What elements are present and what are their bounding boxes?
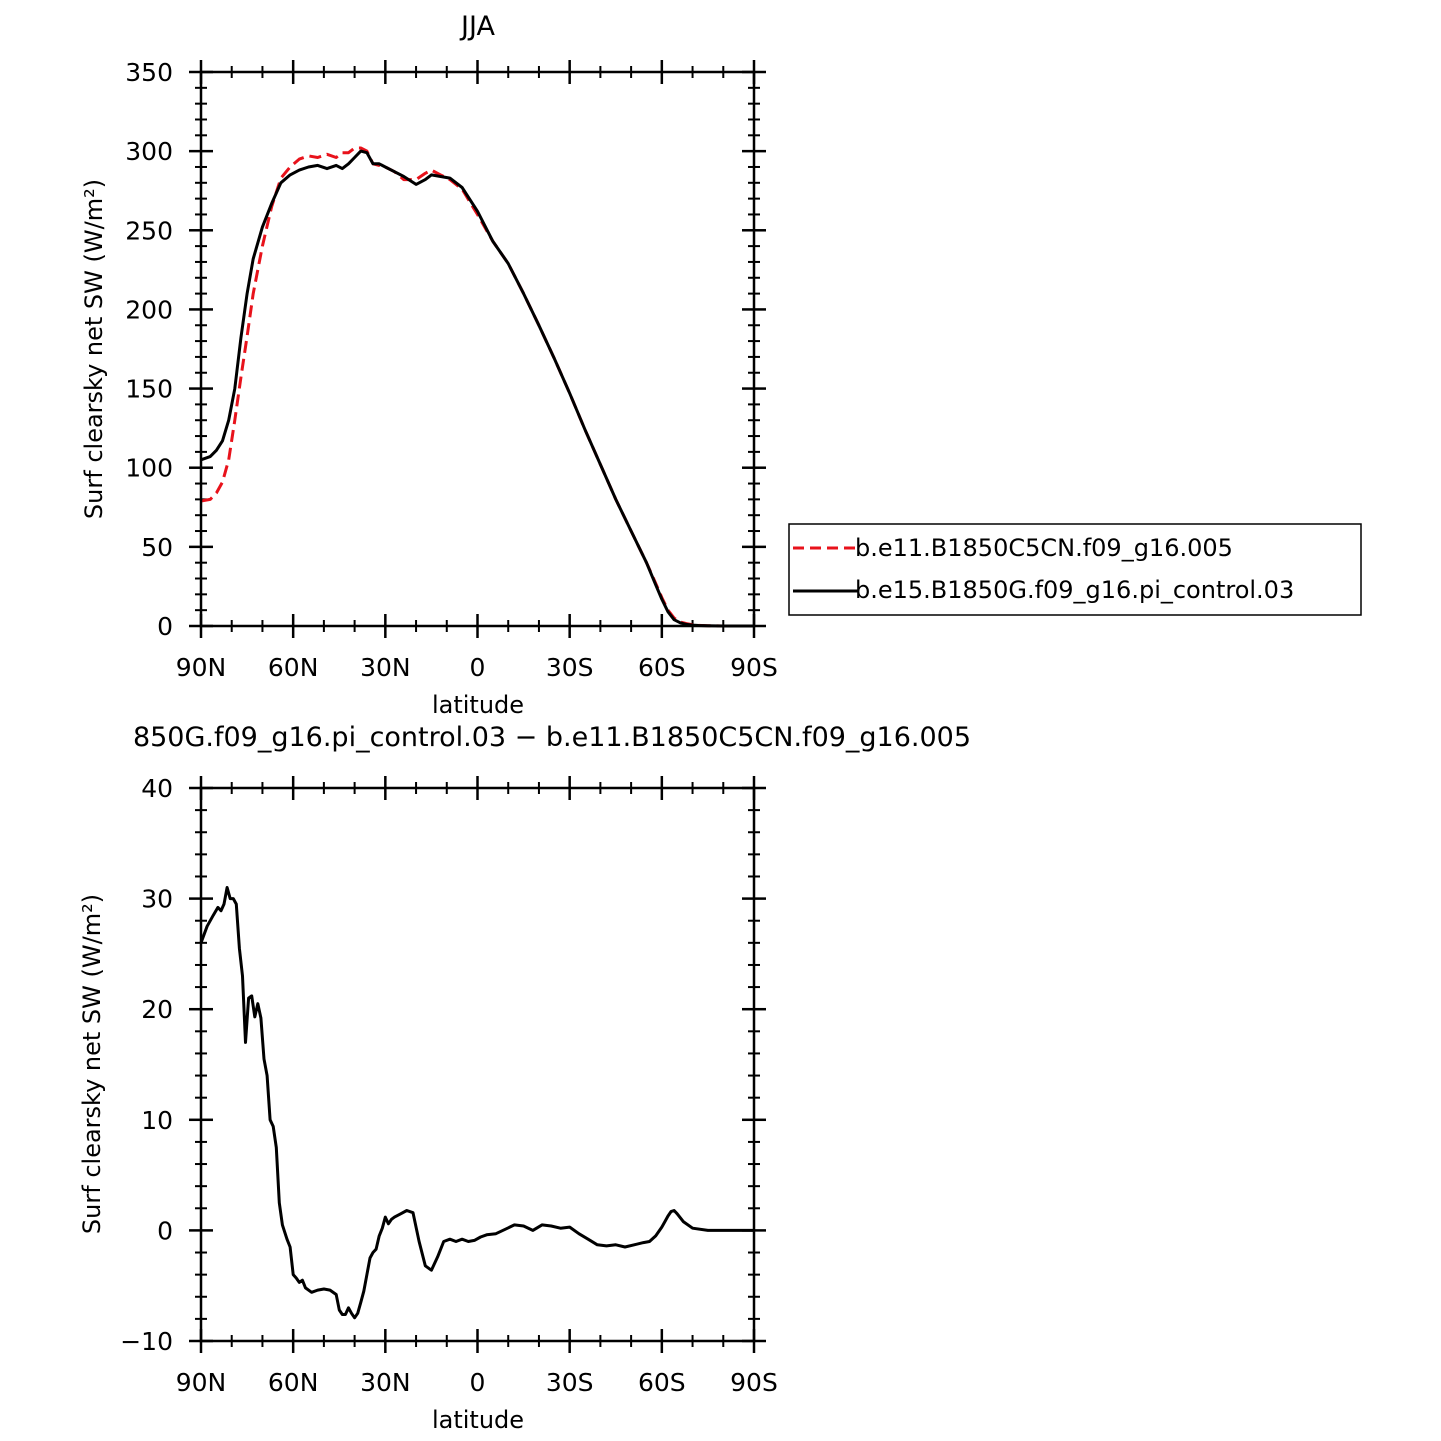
bottom-ytick-label: 30 xyxy=(141,885,173,914)
legend-entry-1: b.e11.B1850C5CN.f09_g16.005 xyxy=(855,534,1233,562)
top-ytick-label: 0 xyxy=(157,612,173,641)
top-xtick-label: 0 xyxy=(470,653,486,682)
bottom-ytick-label: 0 xyxy=(157,1216,173,1245)
legend-entry-2: b.e15.B1850G.f09_g16.pi_control.03 xyxy=(855,576,1294,604)
top-xtick-label: 90S xyxy=(730,653,778,682)
bottom-xtick-label: 90S xyxy=(730,1368,778,1397)
top-xtick-label: 90N xyxy=(176,653,227,682)
top-tick-labels: 90N 60N 30N 0 30S 60S 90S 0 50 100 150 200 250 300 350 xyxy=(125,58,778,682)
bottom-ytick-label: 40 xyxy=(141,774,173,803)
top-yaxis-label: Surf clearsky net SW (W/m²) xyxy=(80,179,108,519)
top-xtick-label: 30N xyxy=(360,653,411,682)
top-xtick-label: 60N xyxy=(268,653,319,682)
top-xtick-label: 30S xyxy=(546,653,594,682)
bottom-xaxis-label: latitude xyxy=(432,1406,524,1434)
bottom-series-0 xyxy=(199,886,754,1320)
bottom-ytick-label: 20 xyxy=(141,995,173,1024)
bottom-ytick-label: −10 xyxy=(120,1327,173,1356)
bottom-plot-series xyxy=(199,886,754,1320)
bottom-xtick-label: 30N xyxy=(360,1368,411,1397)
top-ytick-label: 350 xyxy=(125,58,173,87)
bottom-plot-frame xyxy=(199,786,756,1343)
top-xaxis-label: latitude xyxy=(432,691,524,719)
chart-title-bottom: 850G.f09_g16.pi_control.03 − b.e11.B1850… xyxy=(133,722,971,753)
top-ytick-label: 100 xyxy=(125,454,173,483)
bottom-ytick-label: 10 xyxy=(141,1106,173,1135)
top-ytick-label: 250 xyxy=(125,216,173,245)
legend-box xyxy=(788,523,1362,616)
bottom-tick-labels: 90N 60N 30N 0 30S 60S 90S −10 0 10 20 30 40 xyxy=(120,774,778,1397)
chart-title-top: JJA xyxy=(459,11,495,42)
top-series-0 xyxy=(200,146,754,628)
bottom-xtick-label: 60S xyxy=(638,1368,686,1397)
top-plot-series xyxy=(200,146,754,628)
top-ytick-label: 200 xyxy=(125,295,173,324)
legend: b.e11.B1850C5CN.f09_g16.005 b.e15.B1850G… xyxy=(788,523,1362,616)
top-plot-frame xyxy=(199,70,756,628)
bottom-yaxis-label: Surf clearsky net SW (W/m²) xyxy=(78,894,106,1234)
top-ytick-label: 300 xyxy=(125,137,173,166)
top-ytick-label: 50 xyxy=(141,533,173,562)
bottom-xtick-label: 30S xyxy=(546,1368,594,1397)
bottom-xtick-label: 0 xyxy=(470,1368,486,1397)
top-xtick-label: 60S xyxy=(638,653,686,682)
bottom-xtick-label: 90N xyxy=(176,1368,227,1397)
top-series-1 xyxy=(200,149,754,628)
top-ytick-label: 150 xyxy=(125,375,173,404)
bottom-xtick-label: 60N xyxy=(268,1368,319,1397)
top-axes xyxy=(189,60,766,638)
bottom-axes xyxy=(189,776,766,1353)
